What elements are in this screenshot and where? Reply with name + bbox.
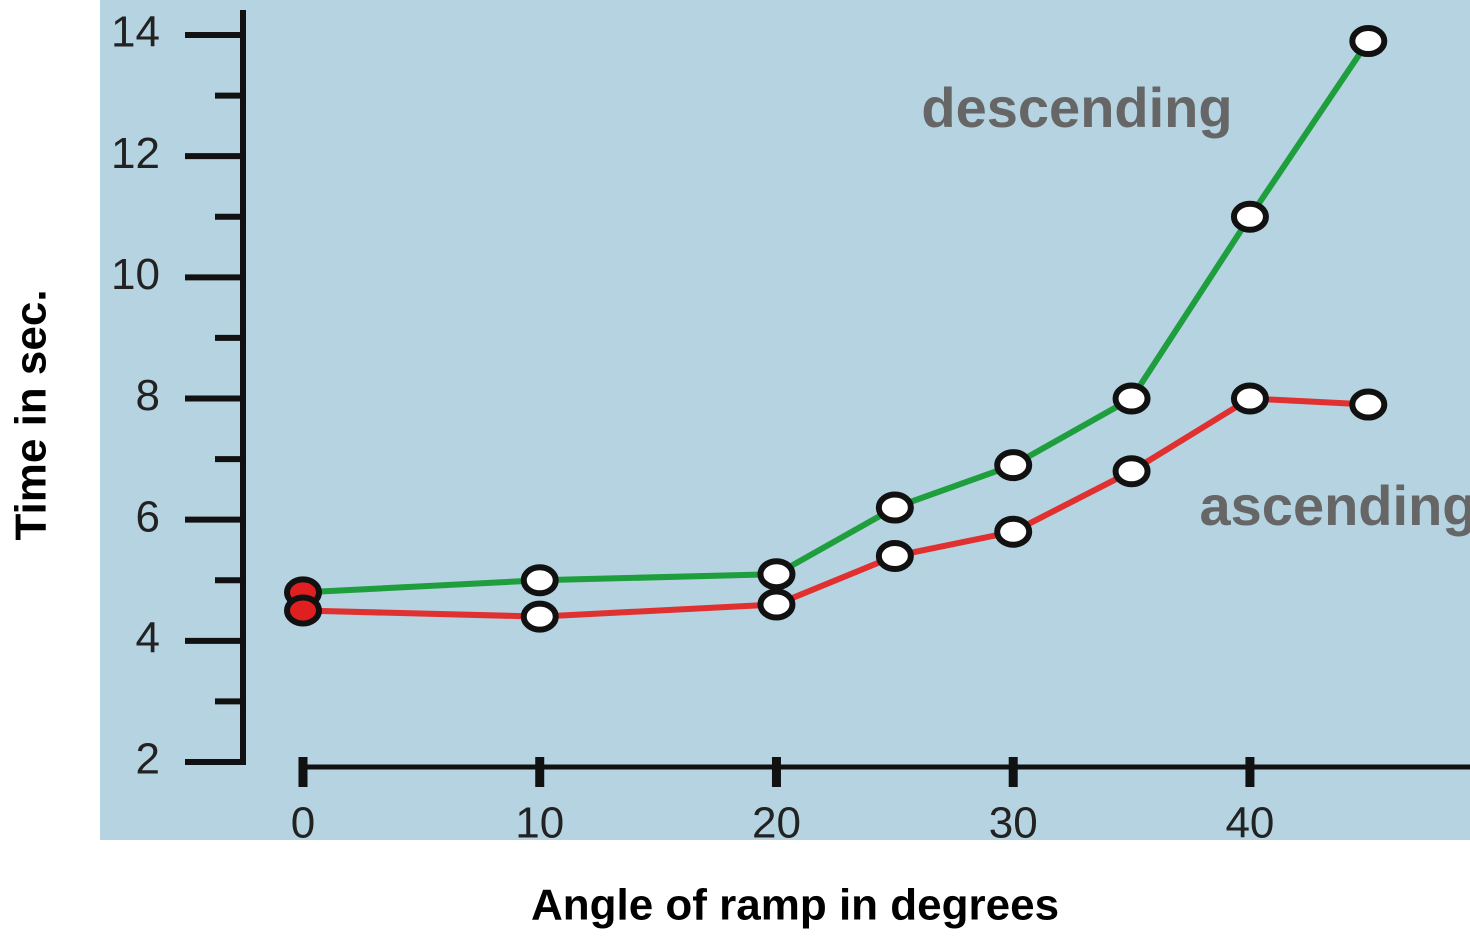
data-point (1112, 382, 1151, 415)
series-line (302, 39, 1371, 596)
y-tick-label: 6 (136, 492, 160, 541)
data-point (520, 600, 559, 633)
x-tick-label: 20 (752, 799, 801, 848)
data-point (1112, 455, 1151, 488)
y-axis-title: Time in sec. (7, 289, 56, 540)
series-label: descending (921, 76, 1232, 139)
data-point (875, 540, 914, 573)
data-point (994, 515, 1033, 548)
y-tick-label: 14 (111, 8, 160, 57)
data-point (757, 588, 796, 621)
data-point (520, 564, 559, 597)
data-point (1349, 388, 1388, 421)
x-tick-label: 0 (291, 799, 315, 848)
data-point (1230, 200, 1269, 233)
plot-background (100, 0, 1470, 840)
data-point (757, 558, 796, 591)
series-line (302, 395, 1369, 620)
y-tick-label: 10 (111, 250, 160, 299)
x-tick-label: 10 (515, 799, 564, 848)
data-point (284, 594, 322, 627)
series-label: ascending (1200, 474, 1470, 537)
data-point (1230, 382, 1269, 415)
y-tick-label: 8 (136, 371, 160, 420)
y-tick-label: 2 (136, 735, 160, 784)
x-tick-label: 40 (1225, 799, 1274, 848)
y-tick-label: 12 (111, 129, 160, 178)
y-tick-label: 4 (136, 613, 160, 662)
data-point (994, 449, 1033, 482)
data-point (1349, 25, 1388, 58)
x-tick-label: 30 (989, 799, 1038, 848)
data-point (875, 491, 914, 524)
x-axis-title: Angle of ramp in degrees (531, 881, 1059, 930)
